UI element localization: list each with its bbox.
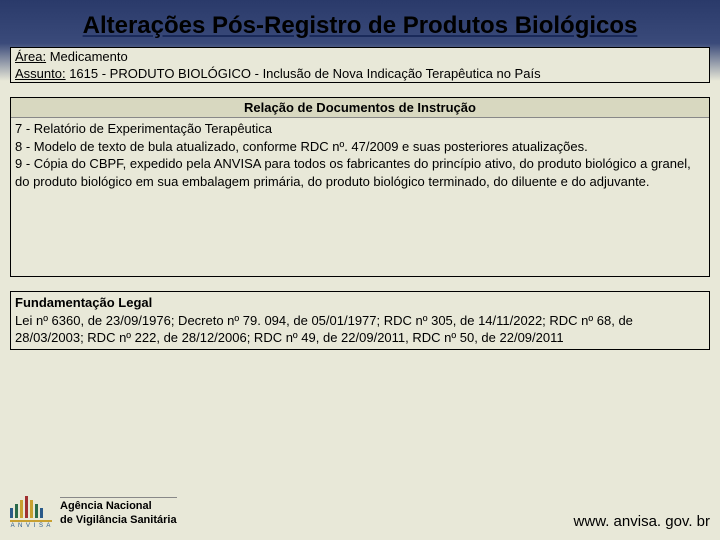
documents-header: Relação de Documentos de Instrução [11, 98, 709, 118]
agency-line2: de Vigilância Sanitária [60, 514, 177, 527]
area-label: Área: [15, 49, 46, 64]
assunto-row: Assunto: 1615 - PRODUTO BIOLÓGICO - Incl… [11, 65, 709, 82]
assunto-value: 1615 - PRODUTO BIOLÓGICO - Inclusão de N… [66, 66, 541, 81]
documents-body: 7 - Relatório de Experimentação Terapêut… [11, 118, 709, 192]
area-value: Medicamento [46, 49, 128, 64]
info-box: Área: Medicamento Assunto: 1615 - PRODUT… [10, 47, 710, 83]
assunto-label: Assunto: [15, 66, 66, 81]
anvisa-logo: A N V I S A [10, 494, 52, 530]
page-title: Alterações Pós-Registro de Produtos Biol… [0, 0, 720, 47]
legal-body: Lei nº 6360, de 23/09/1976; Decreto nº 7… [15, 312, 705, 347]
area-row: Área: Medicamento [11, 48, 709, 65]
agency-name: Agência Nacional de Vigilância Sanitária [60, 497, 177, 526]
logo-caption: A N V I S A [10, 523, 52, 529]
footer-url: www. anvisa. gov. br [574, 513, 710, 530]
documents-box: Relação de Documentos de Instrução 7 - R… [10, 97, 710, 277]
footer-left: A N V I S A Agência Nacional de Vigilânc… [10, 494, 177, 530]
agency-line1: Agência Nacional [60, 500, 177, 513]
legal-heading: Fundamentação Legal [15, 294, 705, 312]
legal-box: Fundamentação Legal Lei nº 6360, de 23/0… [10, 291, 710, 350]
footer: A N V I S A Agência Nacional de Vigilânc… [10, 494, 710, 530]
